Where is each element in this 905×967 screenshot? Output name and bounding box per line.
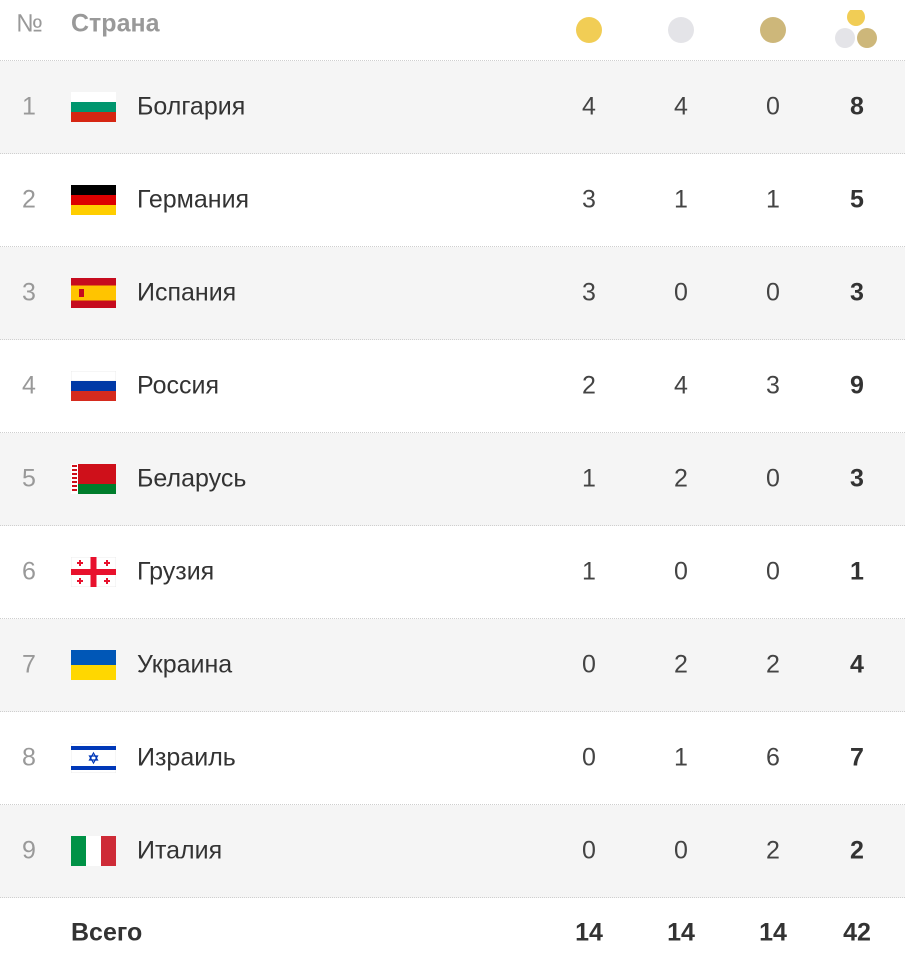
total: 3: [850, 278, 864, 307]
total-row: Всего 14 14 14 42: [0, 898, 905, 967]
total-total: 42: [843, 918, 871, 946]
flag: [70, 370, 117, 406]
silver: 2: [674, 650, 688, 679]
silver: 1: [674, 185, 688, 214]
rank-header: №: [16, 9, 43, 38]
gold: 0: [582, 836, 596, 865]
header-divider: [0, 60, 905, 61]
flag-icon: [71, 185, 116, 215]
country-name: Беларусь: [137, 464, 247, 493]
gold: 0: [582, 650, 596, 679]
gold: 0: [582, 743, 596, 772]
country-name: Испания: [137, 278, 237, 307]
total: 7: [850, 743, 864, 772]
rank: 3: [22, 278, 36, 307]
flag: [71, 836, 116, 871]
total: 9: [850, 371, 864, 400]
rank: 2: [22, 185, 36, 214]
table-row: 5 Беларусь 1 2 0 3: [0, 433, 905, 526]
table-row: 9 Италия 0 0 2 2: [0, 805, 905, 898]
flag: [71, 650, 116, 685]
bronze: 2: [766, 836, 780, 865]
bronze: 0: [766, 464, 780, 493]
table-row: 7 Украина 0 2 2 4: [0, 619, 905, 712]
table-row: 4 Россия 2 4 3 9: [0, 340, 905, 433]
gold: 2: [582, 371, 596, 400]
bronze: 1: [766, 185, 780, 214]
total: 5: [850, 185, 864, 214]
country-name: Грузия: [137, 557, 215, 586]
silver: 2: [674, 464, 688, 493]
flag: [70, 742, 117, 778]
rank: 8: [22, 743, 36, 772]
flag: [71, 278, 116, 313]
country-name: Израиль: [137, 743, 236, 772]
silver: 4: [674, 371, 688, 400]
flag: [70, 556, 117, 592]
total-silver: 14: [667, 918, 695, 946]
rank: 1: [22, 92, 36, 121]
total: 3: [850, 464, 864, 493]
flag-icon: [70, 370, 117, 401]
table-row: 8 Израиль 0 1 6 7: [0, 712, 905, 805]
bronze: 0: [766, 92, 780, 121]
flag-icon: [71, 278, 116, 308]
silver: 1: [674, 743, 688, 772]
flag-icon: [71, 464, 116, 494]
total-bronze: 14: [759, 918, 787, 946]
flag-icon: [71, 92, 116, 122]
total-label: Всего: [71, 918, 143, 946]
gold: 1: [582, 557, 596, 586]
rank: 9: [22, 836, 36, 865]
total: 4: [850, 650, 864, 679]
rank: 6: [22, 557, 36, 586]
bronze: 6: [766, 743, 780, 772]
flag-icon: [70, 556, 117, 588]
flag-icon: [70, 742, 117, 774]
gold: 1: [582, 464, 596, 493]
rank: 4: [22, 371, 36, 400]
bronze: 0: [766, 557, 780, 586]
flag-icon: [71, 836, 116, 866]
gold: 3: [582, 185, 596, 214]
country-name: Болгария: [137, 92, 246, 121]
rank: 7: [22, 650, 36, 679]
total: 1: [850, 557, 864, 586]
country-name: Италия: [137, 836, 223, 865]
country-header: Страна: [71, 9, 160, 38]
flag-icon: [71, 650, 116, 680]
country-name: Россия: [137, 371, 219, 400]
total: 2: [850, 836, 864, 865]
silver: 0: [674, 278, 688, 307]
medal-icons: [576, 10, 877, 48]
flag: [71, 92, 116, 127]
table-row: 1 Болгария 4 4 0 8: [0, 61, 905, 154]
gold: 4: [582, 92, 596, 121]
rank: 5: [22, 464, 36, 493]
gold: 3: [582, 278, 596, 307]
silver: 0: [674, 836, 688, 865]
flag: [71, 464, 116, 499]
flag: [71, 185, 116, 220]
total: 8: [850, 92, 864, 121]
country-name: Украина: [137, 650, 233, 679]
silver: 4: [674, 92, 688, 121]
table-row: 2 Германия 3 1 1 5: [0, 154, 905, 247]
bronze: 3: [766, 371, 780, 400]
bronze: 2: [766, 650, 780, 679]
bronze: 0: [766, 278, 780, 307]
silver: 0: [674, 557, 688, 586]
table-row: 3 Испания 3 0 0 3: [0, 247, 905, 340]
table-row: 6 Грузия 1 0 0 1: [0, 526, 905, 619]
country-name: Германия: [137, 185, 250, 214]
total-gold: 14: [575, 918, 603, 946]
